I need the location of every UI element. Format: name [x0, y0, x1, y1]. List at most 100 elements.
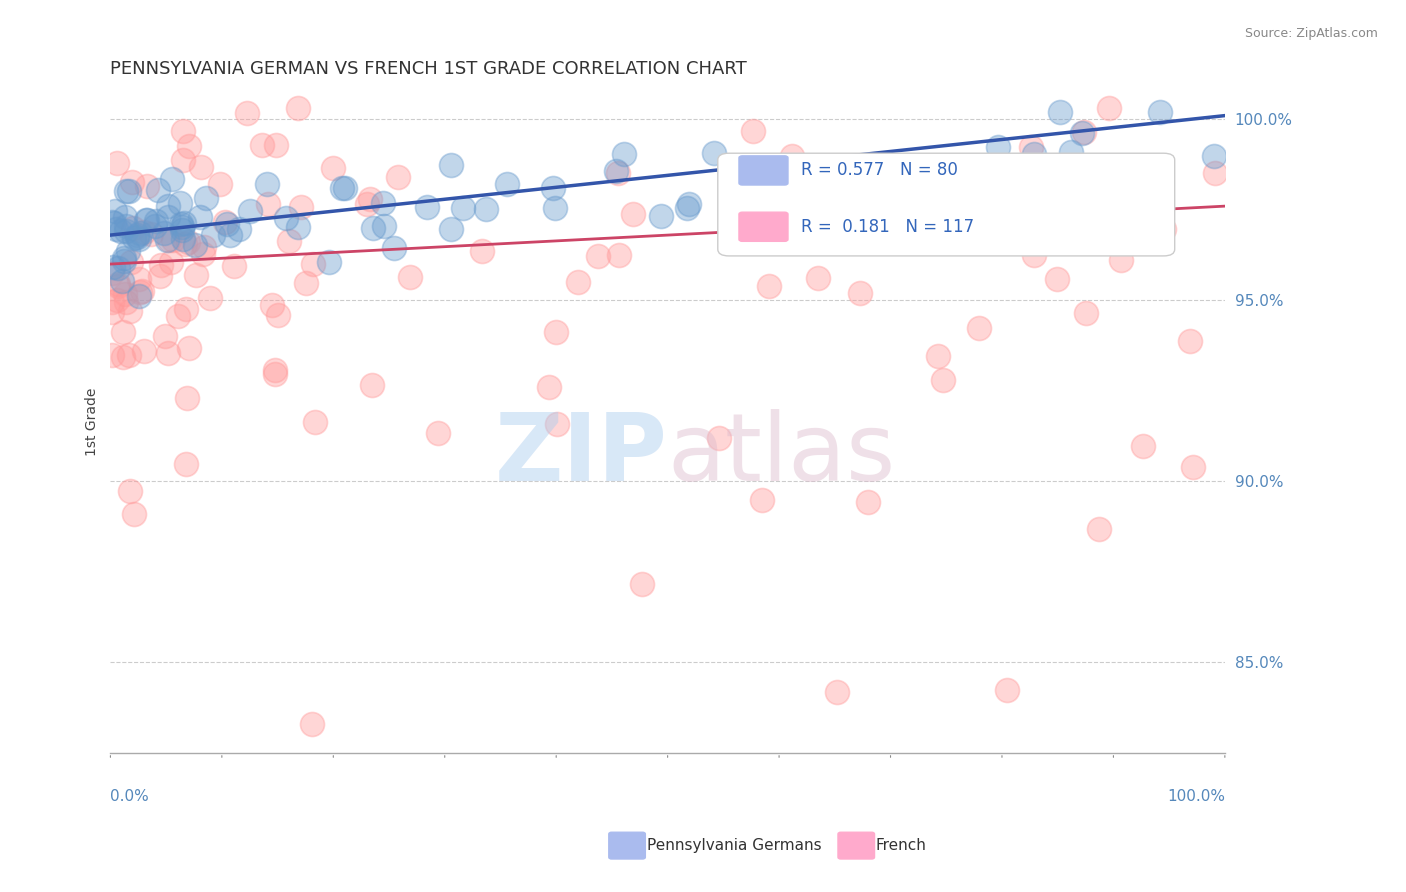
Point: [124, 508, 146, 522]
Point: [160, 254, 183, 268]
Point: [101, 294, 124, 309]
Point: [295, 277, 318, 291]
Point: [153, 328, 176, 343]
Point: [115, 295, 138, 310]
Point: [117, 244, 139, 258]
Point: [111, 274, 134, 288]
Point: [169, 195, 191, 210]
Point: [236, 106, 259, 120]
Point: [825, 684, 848, 698]
Point: [544, 201, 567, 215]
Point: [1070, 126, 1092, 140]
Y-axis label: 1st Grade: 1st Grade: [86, 387, 100, 456]
Point: [103, 216, 125, 230]
Text: French: French: [876, 838, 927, 853]
Point: [120, 304, 142, 318]
Point: [135, 179, 157, 194]
Text: Pennsylvania Germans: Pennsylvania Germans: [647, 838, 821, 853]
Point: [100, 305, 122, 319]
Point: [162, 233, 184, 247]
Point: [214, 215, 236, 229]
Point: [631, 577, 654, 591]
Point: [471, 244, 494, 258]
Point: [105, 156, 128, 170]
Point: [184, 238, 207, 252]
Point: [1049, 105, 1071, 120]
Point: [148, 269, 170, 284]
Point: [931, 192, 953, 206]
Point: [287, 219, 309, 234]
Point: [112, 351, 135, 365]
Point: [115, 184, 138, 198]
Point: [794, 220, 817, 235]
Point: [621, 207, 644, 221]
Point: [176, 457, 198, 471]
Point: [304, 415, 326, 429]
Point: [107, 277, 129, 292]
Point: [1149, 105, 1171, 120]
Point: [172, 124, 194, 138]
Point: [219, 227, 242, 242]
Point: [177, 341, 200, 355]
Point: [188, 210, 211, 224]
Point: [678, 197, 700, 211]
Point: [127, 230, 149, 244]
Point: [373, 219, 395, 233]
Point: [537, 380, 560, 394]
Point: [132, 344, 155, 359]
Point: [322, 161, 344, 175]
Point: [112, 253, 135, 268]
FancyBboxPatch shape: [740, 212, 787, 242]
Point: [128, 232, 150, 246]
Point: [1202, 149, 1225, 163]
Point: [128, 271, 150, 285]
Point: [1182, 460, 1205, 475]
Point: [115, 224, 138, 238]
Point: [107, 279, 129, 293]
Point: [277, 234, 299, 248]
Point: [160, 171, 183, 186]
Point: [118, 484, 141, 499]
Point: [100, 266, 122, 280]
Point: [301, 717, 323, 731]
Point: [546, 417, 568, 431]
Point: [215, 217, 238, 231]
Point: [139, 227, 162, 241]
Point: [121, 221, 143, 235]
Point: [806, 270, 828, 285]
Point: [156, 233, 179, 247]
Point: [1033, 178, 1056, 192]
Point: [1153, 222, 1175, 236]
Point: [104, 203, 127, 218]
Point: [382, 241, 405, 255]
Point: [202, 228, 225, 243]
Point: [1033, 185, 1056, 199]
Point: [1204, 165, 1226, 179]
FancyBboxPatch shape: [740, 156, 787, 185]
Point: [287, 101, 309, 115]
Point: [128, 288, 150, 302]
Point: [170, 217, 193, 231]
Point: [741, 124, 763, 138]
Point: [143, 219, 166, 233]
Point: [264, 367, 287, 381]
Point: [179, 139, 201, 153]
Point: [544, 325, 567, 339]
Point: [157, 199, 180, 213]
Point: [969, 321, 991, 335]
Point: [440, 222, 463, 236]
Point: [1022, 248, 1045, 262]
Point: [112, 252, 135, 266]
Point: [167, 310, 190, 324]
Point: [107, 260, 129, 275]
Point: [152, 226, 174, 240]
Point: [121, 175, 143, 189]
Point: [172, 153, 194, 168]
Point: [173, 236, 195, 251]
Point: [1059, 145, 1081, 159]
Point: [264, 363, 287, 377]
Point: [707, 431, 730, 445]
Point: [758, 278, 780, 293]
Point: [831, 201, 853, 215]
Point: [257, 196, 280, 211]
